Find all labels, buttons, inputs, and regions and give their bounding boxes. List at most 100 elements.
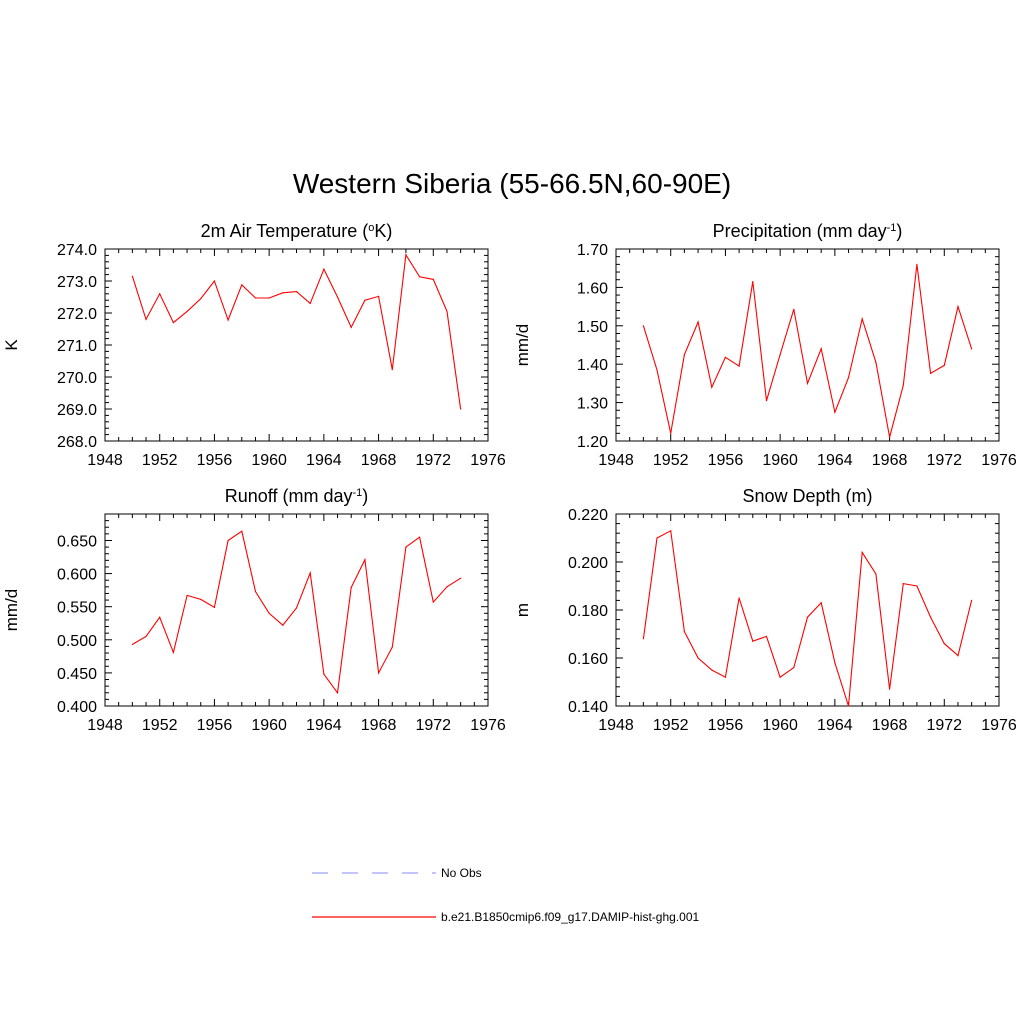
data-point [460,577,462,579]
data-point [943,643,945,645]
y-axis-label: m [513,603,532,617]
data-point [971,348,973,350]
series-line [642,264,973,438]
data-point [446,586,448,588]
data-point [268,297,270,299]
data-point [902,583,904,585]
data-point [200,598,202,601]
legend-label-no-obs: No Obs [441,866,482,880]
figure-title: Western Siberia (55-66.5N,60-90E) [292,168,732,199]
data-point [295,607,298,609]
data-point [847,705,850,707]
y-tick-label: 274.0 [57,242,97,259]
y-tick-label: 0.180 [568,603,608,620]
data-point [724,676,727,678]
x-tick-label: 1960 [762,717,798,734]
data-point [875,361,877,363]
x-tick-label: 1964 [817,452,853,469]
data-point [642,325,644,327]
plot-frame [104,248,489,442]
x-tick-label: 1956 [708,452,744,469]
chart-panels: 1948 1952 1956 1960 1964 1968 1972 1976 268.0 269… [2,221,1017,734]
y-tick-label: 273.0 [57,274,97,291]
data-point [820,602,822,604]
y-tick-label: 1.60 [577,280,608,297]
y-tick-label: 1.40 [577,357,608,374]
data-point [350,326,352,328]
y-tick-label: 0.400 [57,699,97,716]
x-tick-label: 1952 [142,717,178,734]
x-tick-label: 1948 [87,717,123,734]
data-point [916,585,918,587]
y-tick-label: 0.650 [57,533,97,550]
data-point [847,377,850,379]
legend [312,872,436,918]
data-point [213,280,216,282]
data-point [930,616,932,618]
y-tick-label: 270.0 [57,370,97,387]
data-point [670,432,672,434]
x-tick-label: 1956 [708,717,744,734]
data-point [405,254,407,256]
y-tick-label: 1.70 [577,242,608,259]
data-point [159,616,161,618]
data-point [405,546,407,548]
plot-frame [104,513,489,707]
data-point [724,356,727,358]
x-tick-label: 1964 [817,717,853,734]
y-tick-label: 1.50 [577,319,608,336]
data-point [752,640,754,642]
x-tick-label: 1960 [762,452,798,469]
panel-2: 1948 1952 1956 1960 1964 1968 1972 1976 0.400 0.4… [2,486,506,734]
series-line [132,530,461,695]
data-point [172,322,174,324]
x-tick-label: 1952 [142,452,178,469]
data-point [131,643,133,646]
data-point [656,537,658,539]
legend-label-model: b.e21.B1850cmip6.f09_g17.DAMIP-hist-ghg.… [441,910,700,924]
x-tick-label: 1972 [926,452,962,469]
data-point [957,306,959,308]
data-point [364,559,366,561]
x-tick-label: 1976 [981,717,1017,734]
x-tick-label: 1952 [653,452,689,469]
data-point [172,651,174,653]
x-tick-label: 1972 [926,717,962,734]
data-point [309,572,311,574]
data-point [309,302,311,304]
y-tick-label: 1.30 [577,396,608,413]
data-point [697,321,699,323]
data-point [642,638,644,640]
data-point [241,284,243,286]
data-point [186,594,188,597]
x-tick-label: 1968 [872,717,908,734]
data-point [282,624,284,626]
data-point [765,635,768,638]
data-point [145,635,147,638]
x-tick-label: 1968 [361,717,397,734]
data-point [834,411,836,413]
data-point [670,530,672,532]
data-point [364,299,366,301]
y-tick-label: 271.0 [57,338,97,355]
data-point [793,308,795,310]
data-point [930,372,932,375]
data-point [738,597,740,599]
y-tick-label: 268.0 [57,434,97,451]
data-point [806,382,809,384]
data-point [916,263,918,265]
x-tick-label: 1948 [598,717,634,734]
data-point [738,365,740,367]
data-point [241,530,243,532]
x-tick-label: 1976 [470,452,506,469]
data-point [295,290,298,293]
data-point [971,599,973,602]
x-tick-label: 1960 [251,717,287,734]
x-tick-label: 1956 [197,452,233,469]
data-point [432,601,434,603]
data-point [419,276,421,278]
y-tick-label: 0.450 [57,666,97,683]
panel-0: 1948 1952 1956 1960 1964 1968 1972 1976 268.0 269… [2,221,506,469]
data-point [254,590,257,593]
